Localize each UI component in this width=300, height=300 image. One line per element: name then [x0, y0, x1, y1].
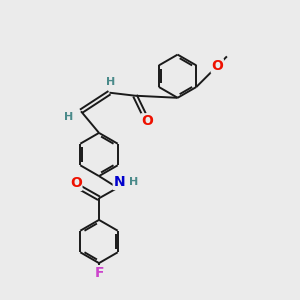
Text: O: O [141, 114, 153, 128]
Text: H: H [64, 112, 73, 122]
Text: H: H [130, 177, 139, 188]
Text: O: O [212, 59, 223, 73]
Text: N: N [113, 176, 125, 189]
Text: H: H [106, 77, 116, 87]
Text: F: F [94, 266, 104, 280]
Text: O: O [70, 176, 82, 190]
